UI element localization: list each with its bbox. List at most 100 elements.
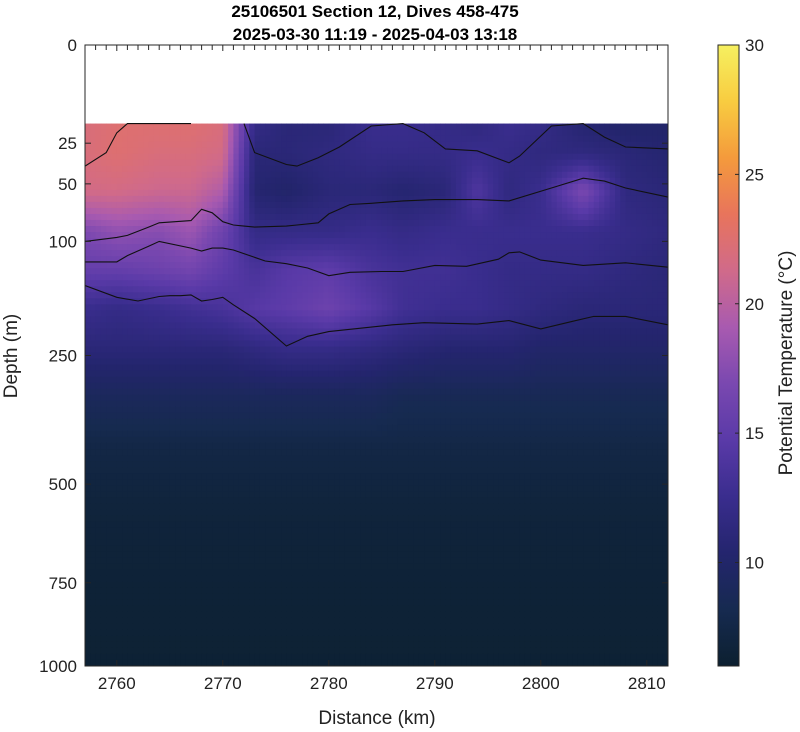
heatmap-cell <box>318 213 325 221</box>
heatmap-cell <box>143 171 150 179</box>
heatmap-cell <box>652 364 658 372</box>
heatmap-cell <box>212 165 219 173</box>
heatmap-cell <box>122 256 128 263</box>
heatmap-cell <box>593 129 600 137</box>
heatmap-cell <box>440 207 446 215</box>
heatmap-cell <box>138 394 144 402</box>
heatmap-cell <box>85 310 91 318</box>
heatmap-cell <box>270 358 277 366</box>
heatmap-cell <box>625 219 632 227</box>
heatmap-cell <box>249 244 256 251</box>
heatmap-cell <box>265 201 272 209</box>
heatmap-cell <box>636 244 643 251</box>
heatmap-cell <box>397 280 404 287</box>
heatmap-cell <box>641 219 648 227</box>
heatmap-cell <box>328 226 335 233</box>
heatmap-cell <box>132 189 139 197</box>
heatmap-cell <box>413 177 420 185</box>
heatmap-cell <box>297 183 303 191</box>
heatmap-cell <box>95 286 102 293</box>
heatmap-cell <box>429 219 436 227</box>
heatmap-cell <box>392 322 399 330</box>
heatmap-cell <box>615 316 621 324</box>
heatmap-cell <box>90 376 97 384</box>
heatmap-cell <box>355 207 362 215</box>
heatmap-cell <box>546 123 552 131</box>
heatmap-cell <box>291 280 298 287</box>
heatmap-cell <box>95 195 102 203</box>
heatmap-cell <box>275 304 282 311</box>
heatmap-cell <box>524 238 531 245</box>
heatmap-cell <box>175 123 181 131</box>
heatmap-cell <box>116 189 123 197</box>
heatmap-cell <box>106 322 113 330</box>
heatmap-cell <box>307 334 314 342</box>
heatmap-cell <box>148 177 155 185</box>
heatmap-cell <box>381 376 388 384</box>
heatmap-cell <box>122 129 128 137</box>
heatmap-cell <box>175 219 181 227</box>
heatmap-cell <box>445 280 452 287</box>
heatmap-cell <box>222 364 229 372</box>
heatmap-cell <box>503 370 510 378</box>
heatmap-cell <box>270 213 277 221</box>
heatmap-cell <box>297 274 303 281</box>
heatmap-cell <box>291 310 298 318</box>
heatmap-cell <box>222 310 229 318</box>
heatmap-cell <box>371 352 378 360</box>
heatmap-cell <box>344 123 351 131</box>
heatmap-cell <box>180 310 187 318</box>
heatmap-cell <box>159 352 166 360</box>
heatmap-cell <box>630 298 637 305</box>
heatmap-cell <box>90 394 97 402</box>
heatmap-cell <box>662 207 668 215</box>
heatmap-cell <box>413 207 420 215</box>
heatmap-cell <box>498 358 505 366</box>
heatmap-cell <box>641 213 648 221</box>
heatmap-cell <box>95 256 102 263</box>
heatmap-cell <box>323 226 330 233</box>
heatmap-cell <box>159 207 166 215</box>
heatmap-cell <box>355 262 362 269</box>
heatmap-cell <box>588 219 595 227</box>
heatmap-cell <box>217 388 224 396</box>
heatmap-cell <box>206 376 213 384</box>
heatmap-cell <box>355 286 362 293</box>
heatmap-cell <box>180 364 187 372</box>
heatmap-cell <box>148 334 155 342</box>
heatmap-cell <box>572 135 579 143</box>
heatmap-cell <box>524 183 531 191</box>
heatmap-cell <box>238 213 245 221</box>
heatmap-cell <box>334 159 340 167</box>
heatmap-cell <box>291 352 298 360</box>
heatmap-cell <box>286 207 293 215</box>
heatmap-cell <box>397 364 404 372</box>
heatmap-cell <box>551 298 558 305</box>
heatmap-cell <box>572 286 579 293</box>
heatmap-cell <box>106 334 113 342</box>
heatmap-cell <box>546 370 552 378</box>
heatmap-cell <box>111 340 118 348</box>
heatmap-cell <box>164 310 171 318</box>
heatmap-cell <box>106 244 113 251</box>
heatmap-cell <box>445 322 452 330</box>
heatmap-cell <box>487 304 494 311</box>
heatmap-cell <box>615 177 621 185</box>
heatmap-cell <box>106 165 113 173</box>
heatmap-cell <box>312 250 319 257</box>
heatmap-cell <box>609 376 616 384</box>
heatmap-cell <box>567 376 574 384</box>
heatmap-cell <box>540 340 547 348</box>
heatmap-cell <box>583 328 590 336</box>
heatmap-cell <box>222 226 229 233</box>
heatmap-cell <box>244 346 250 354</box>
heatmap-cell <box>318 123 325 131</box>
heatmap-cell <box>138 274 144 281</box>
heatmap-cell <box>307 292 314 299</box>
heatmap-cell <box>540 213 547 221</box>
heatmap-cell <box>440 340 446 348</box>
heatmap-cell <box>403 364 409 372</box>
heatmap-cell <box>440 280 446 287</box>
heatmap-cell <box>530 274 537 281</box>
heatmap-cell <box>498 298 505 305</box>
